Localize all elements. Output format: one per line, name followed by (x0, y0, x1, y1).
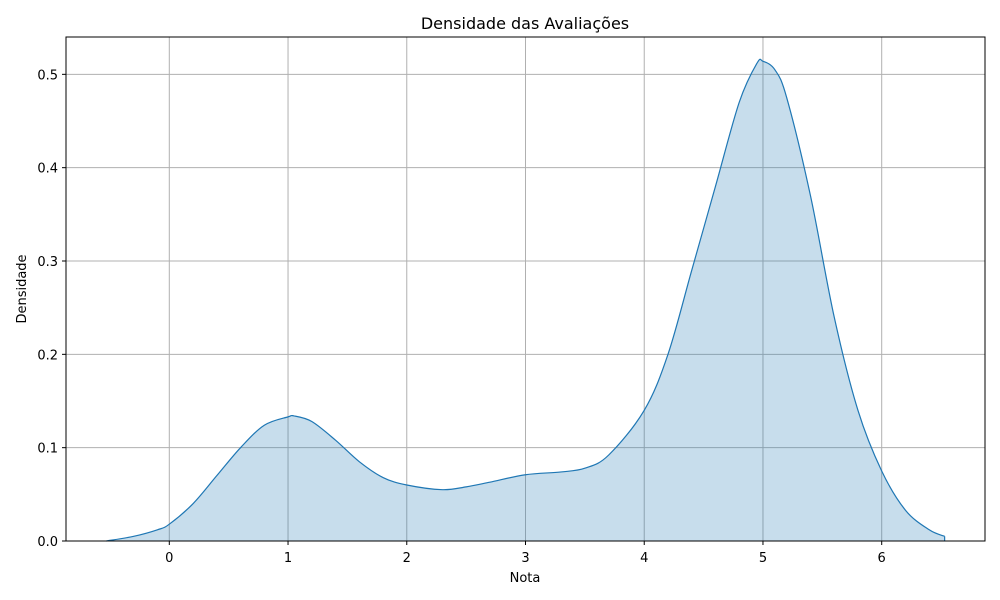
y-tick-label: 0.1 (37, 442, 58, 457)
x-axis-label: Nota (510, 571, 541, 586)
y-tick-label: 0.5 (37, 68, 58, 83)
x-tick-label: 6 (878, 551, 886, 566)
x-tick-label: 3 (521, 551, 529, 566)
x-tick-label: 0 (165, 551, 173, 566)
y-tick-label: 0.4 (37, 162, 58, 177)
density-area (106, 59, 945, 541)
y-tick-label: 0.0 (37, 535, 58, 550)
y-axis-label: Densidade (15, 254, 30, 323)
x-tick-label: 2 (403, 551, 411, 566)
x-tick-label: 1 (284, 551, 292, 566)
x-tick-label: 4 (640, 551, 648, 566)
density-line (106, 58, 945, 542)
x-tick-label: 5 (759, 551, 767, 566)
y-tick-label: 0.3 (37, 255, 58, 270)
chart-title: Densidade das Avaliações (421, 14, 629, 33)
y-tick-label: 0.2 (37, 348, 58, 363)
ticks: 0 1 2 3 4 5 6 0.0 0.1 0.2 0.3 0.4 0.5 (37, 68, 886, 566)
